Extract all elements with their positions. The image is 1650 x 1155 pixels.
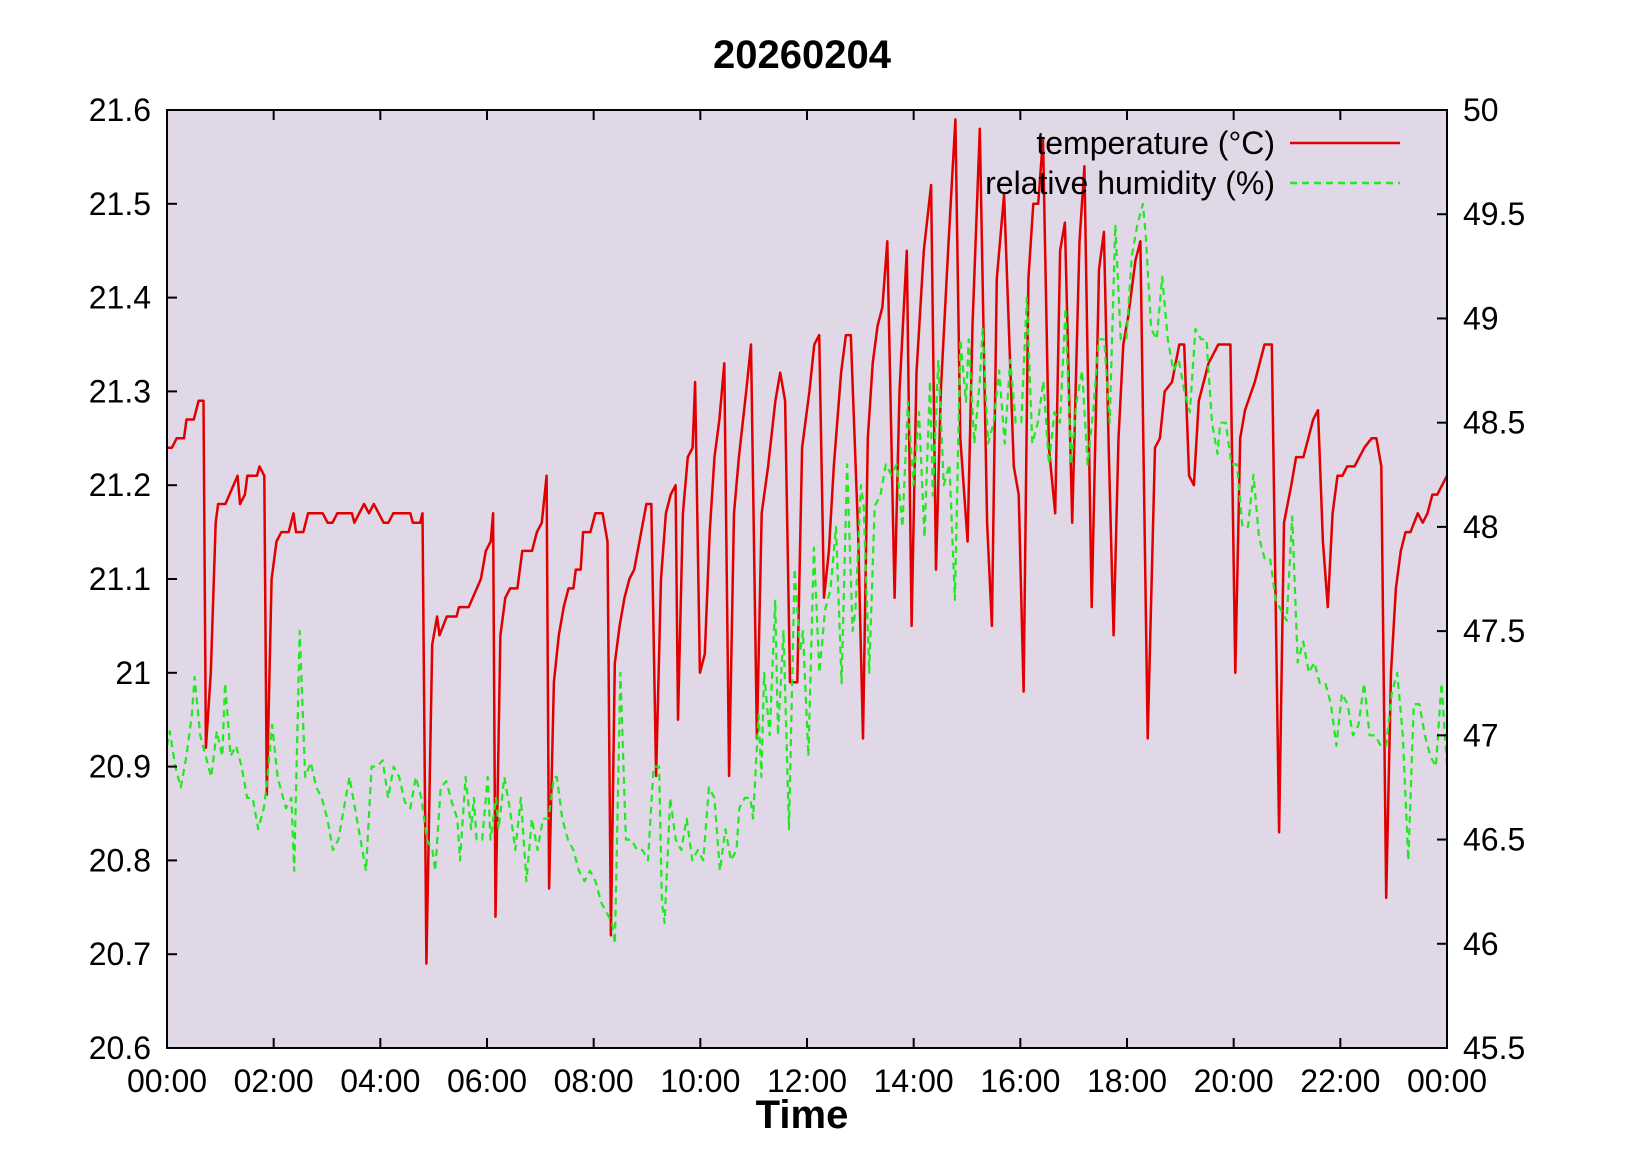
y2-tick-label: 47.5 [1463,613,1525,649]
series-layer [167,118,1447,965]
x-tick-label: 04:00 [340,1063,420,1099]
y2-tick-label: 47 [1463,717,1499,753]
x-tick-label: 00:00 [127,1063,207,1099]
x-axis-title: Time [756,1093,849,1137]
x-tick-label: 00:00 [1407,1063,1487,1099]
x-tick-label: 06:00 [447,1063,527,1099]
x-tick-label: 14:00 [874,1063,954,1099]
x-tick-label: 12:00 [767,1063,847,1099]
y-tick-label: 20.6 [89,1030,151,1066]
y2-tick-label: 50 [1463,92,1499,128]
x-tick-label: 22:00 [1300,1063,1380,1099]
y2-tick-label: 45.5 [1463,1030,1525,1066]
y2-tick-label: 46.5 [1463,822,1525,858]
y2-tick-label: 48.5 [1463,405,1525,441]
series-line-humidity [167,202,1447,945]
plot-area [167,110,1447,1048]
y-tick-label: 20.7 [89,936,151,972]
x-tick-label: 08:00 [554,1063,634,1099]
y-tick-label: 21.4 [89,280,151,316]
y2-tick-label: 46 [1463,926,1499,962]
y2-tick-label: 48 [1463,509,1499,545]
y-tick-label: 20.8 [89,842,151,878]
x-tick-label: 16:00 [980,1063,1060,1099]
y-tick-label: 21.1 [89,561,151,597]
y2-tick-label: 49 [1463,300,1499,336]
x-tick-label: 10:00 [660,1063,740,1099]
y2-tick-label: 49.5 [1463,196,1525,232]
x-tick-label: 20:00 [1194,1063,1274,1099]
y-tick-label: 20.9 [89,749,151,785]
chart-title: 20260204 [713,33,892,77]
y-tick-label: 21 [115,655,151,691]
x-tick-label: 02:00 [234,1063,314,1099]
ticks-layer: 00:00 02:00 04:00 06:00 08:00 10:00 12:00 14:00… [89,92,1526,1099]
y-tick-label: 21.3 [89,373,151,409]
series-line-temperature [167,118,1447,965]
y-tick-label: 21.6 [89,92,151,128]
x-tick-label: 18:00 [1087,1063,1167,1099]
legend: temperature (°C) relative humidity (%) [985,125,1400,201]
y-tick-label: 21.2 [89,467,151,503]
legend-label: temperature (°C) [1036,125,1275,161]
y-tick-label: 21.5 [89,186,151,222]
legend-label: relative humidity (%) [985,165,1275,201]
